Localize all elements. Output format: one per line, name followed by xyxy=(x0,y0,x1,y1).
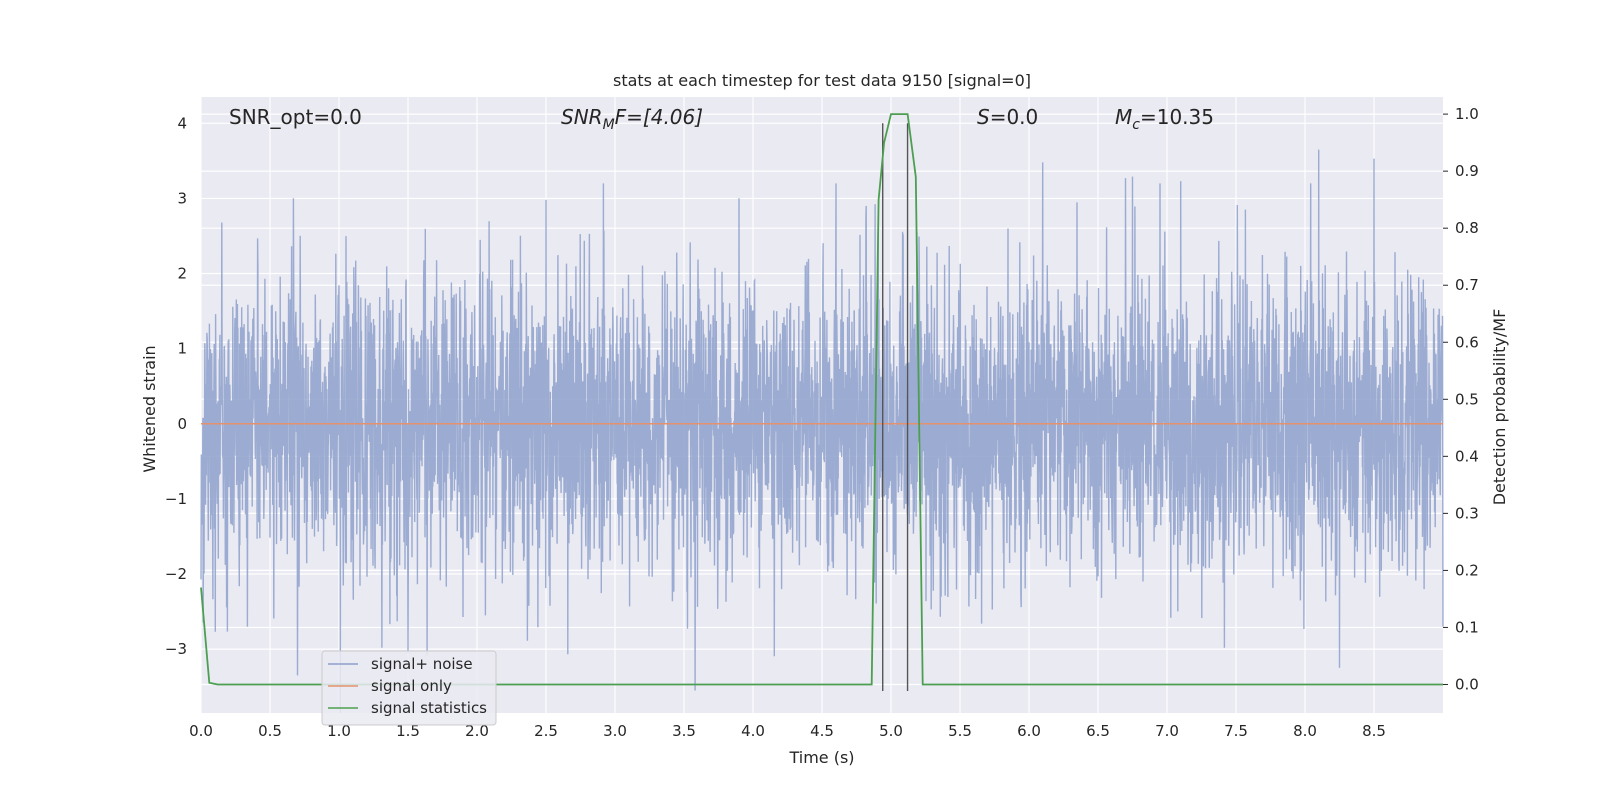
y-left-tick-label: 4 xyxy=(177,114,187,132)
y-right-tick-label: 0.7 xyxy=(1455,276,1479,294)
x-axis-label: Time (s) xyxy=(788,748,854,767)
annotation-snr-mf: SNRMF=[4.06] xyxy=(561,105,703,133)
annotation-mc: Mc=10.35 xyxy=(1115,105,1214,133)
x-tick-label: 2.5 xyxy=(534,722,558,740)
y-right-tick-label: 0.9 xyxy=(1455,162,1479,180)
x-tick-label: 0.0 xyxy=(189,722,213,740)
y-right-tick-label: 0.0 xyxy=(1455,675,1479,693)
x-tick-label: 4.0 xyxy=(741,722,765,740)
tick-labels: 0.0 0.5 1.0 1.5 2.0 2.5 3.0 3.5 4.0 4.5 5.0 5.5 6.0 6… xyxy=(165,105,1479,740)
x-tick-label: 2.0 xyxy=(465,722,489,740)
legend: signal+ noise signal only signal statist… xyxy=(321,650,497,726)
legend-label-signal-statistics: signal statistics xyxy=(371,699,487,717)
y-axis-label-left: Whitened strain xyxy=(140,345,159,472)
x-tick-label: 1.0 xyxy=(327,722,351,740)
legend-box xyxy=(321,650,497,726)
y-left-tick-label: −2 xyxy=(165,565,187,583)
x-tick-label: 5.0 xyxy=(879,722,903,740)
x-tick-label: 5.5 xyxy=(948,722,972,740)
y-right-tick-label: 1.0 xyxy=(1455,105,1479,123)
y-right-tick-label: 0.6 xyxy=(1455,333,1479,351)
y-left-tick-label: 3 xyxy=(177,189,187,207)
line-signal-statistics xyxy=(200,113,1443,686)
y-right-tick-label: 0.2 xyxy=(1455,561,1479,579)
y-left-tick-label: 2 xyxy=(177,265,187,283)
x-tick-label: 6.5 xyxy=(1086,722,1110,740)
annotation-snr-opt: SNR_opt=0.0 xyxy=(229,105,362,129)
x-tick-label: 3.0 xyxy=(603,722,627,740)
y-right-tick-label: 0.4 xyxy=(1455,447,1479,465)
y-right-tick-label: 0.8 xyxy=(1455,219,1479,237)
x-tick-label: 8.5 xyxy=(1362,722,1386,740)
legend-label-signal-noise: signal+ noise xyxy=(371,655,473,673)
x-tick-label: 3.5 xyxy=(672,722,696,740)
y-right-tick-label: 0.5 xyxy=(1455,390,1479,408)
x-tick-label: 6.0 xyxy=(1017,722,1041,740)
x-tick-label: 1.5 xyxy=(396,722,420,740)
y-right-tick-label: 0.3 xyxy=(1455,504,1479,522)
y-left-tick-label: −1 xyxy=(165,490,187,508)
vertical-markers xyxy=(882,123,909,691)
y-left-tick-label: −3 xyxy=(165,640,187,658)
legend-label-signal-only: signal only xyxy=(371,677,452,695)
series-signal-statistics xyxy=(200,113,1443,686)
x-tick-label: 7.5 xyxy=(1224,722,1248,740)
chart-title: stats at each timestep for test data 915… xyxy=(613,71,1031,90)
y-right-tick-label: 0.1 xyxy=(1455,618,1479,636)
y-axis-label-right: Detection probability/MF xyxy=(1490,309,1509,506)
x-tick-label: 8.0 xyxy=(1293,722,1317,740)
x-tick-label: 4.5 xyxy=(810,722,834,740)
x-tick-label: 7.0 xyxy=(1155,722,1179,740)
annotation-s: S=0.0 xyxy=(977,105,1038,129)
y-left-tick-label: 1 xyxy=(177,340,187,358)
y-left-tick-label: 0 xyxy=(177,415,187,433)
x-tick-label: 0.5 xyxy=(258,722,282,740)
